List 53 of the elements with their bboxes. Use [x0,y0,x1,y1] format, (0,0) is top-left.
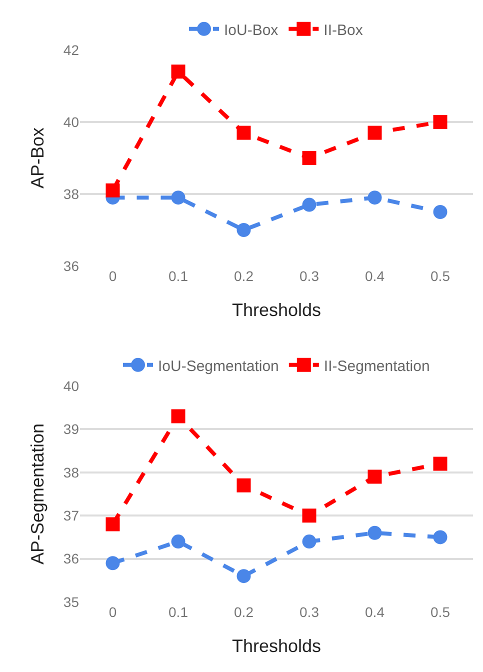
point [433,205,448,219]
point [302,534,316,549]
point [368,470,382,484]
x-tick-label: 0 [108,268,117,284]
point [302,151,316,165]
x-tick-label: 0.4 [365,604,385,620]
x-tick-label: 0.4 [365,268,385,284]
x-tick-label: 0 [108,604,117,620]
point [302,198,316,212]
point [433,115,448,129]
point [236,569,251,584]
point [236,126,251,140]
y-tick-label: 36 [63,550,80,567]
legend-label: II-Box [324,22,364,39]
x-tick-label: 0.2 [234,268,254,284]
x-tick-label: 0.2 [234,604,254,620]
point [171,190,186,205]
y-tick-label: 38 [63,464,80,480]
point [236,223,251,237]
x-tick-label: 0.3 [300,604,320,620]
point [106,183,120,198]
x-axis-title: Thresholds [232,636,322,656]
x-tick-label: 0.1 [168,604,188,620]
point [171,64,186,79]
point [236,478,251,492]
y-tick-label: 42 [63,42,80,58]
point [171,409,186,424]
x-tick-label: 0.3 [300,268,320,284]
point [433,456,448,471]
y-tick-label: 35 [63,594,80,610]
point [302,508,316,523]
y-tick-label: 40 [63,114,80,130]
x-tick-label: 0.5 [430,268,450,284]
y-tick-label: 39 [63,421,80,438]
y-axis-title: AP-Segmentation [28,423,48,565]
point [171,534,186,549]
x-axis-title: Thresholds [232,300,322,320]
legend-label: IoU-Box [224,22,279,39]
y-tick-label: 37 [63,508,80,524]
point [368,190,382,205]
y-tick-label: 40 [63,378,80,394]
point [433,530,448,544]
y-axis-title: AP-Box [28,127,48,189]
legend-label: II-Segmentation [324,358,430,375]
point [368,126,382,140]
legend-label: IoU-Segmentation [158,358,279,375]
y-tick-label: 36 [63,258,80,274]
y-tick-label: 38 [63,186,80,202]
x-tick-label: 0.1 [168,268,188,284]
x-tick-label: 0.5 [430,604,450,620]
point [106,556,120,570]
point [106,517,120,532]
point [368,526,382,540]
